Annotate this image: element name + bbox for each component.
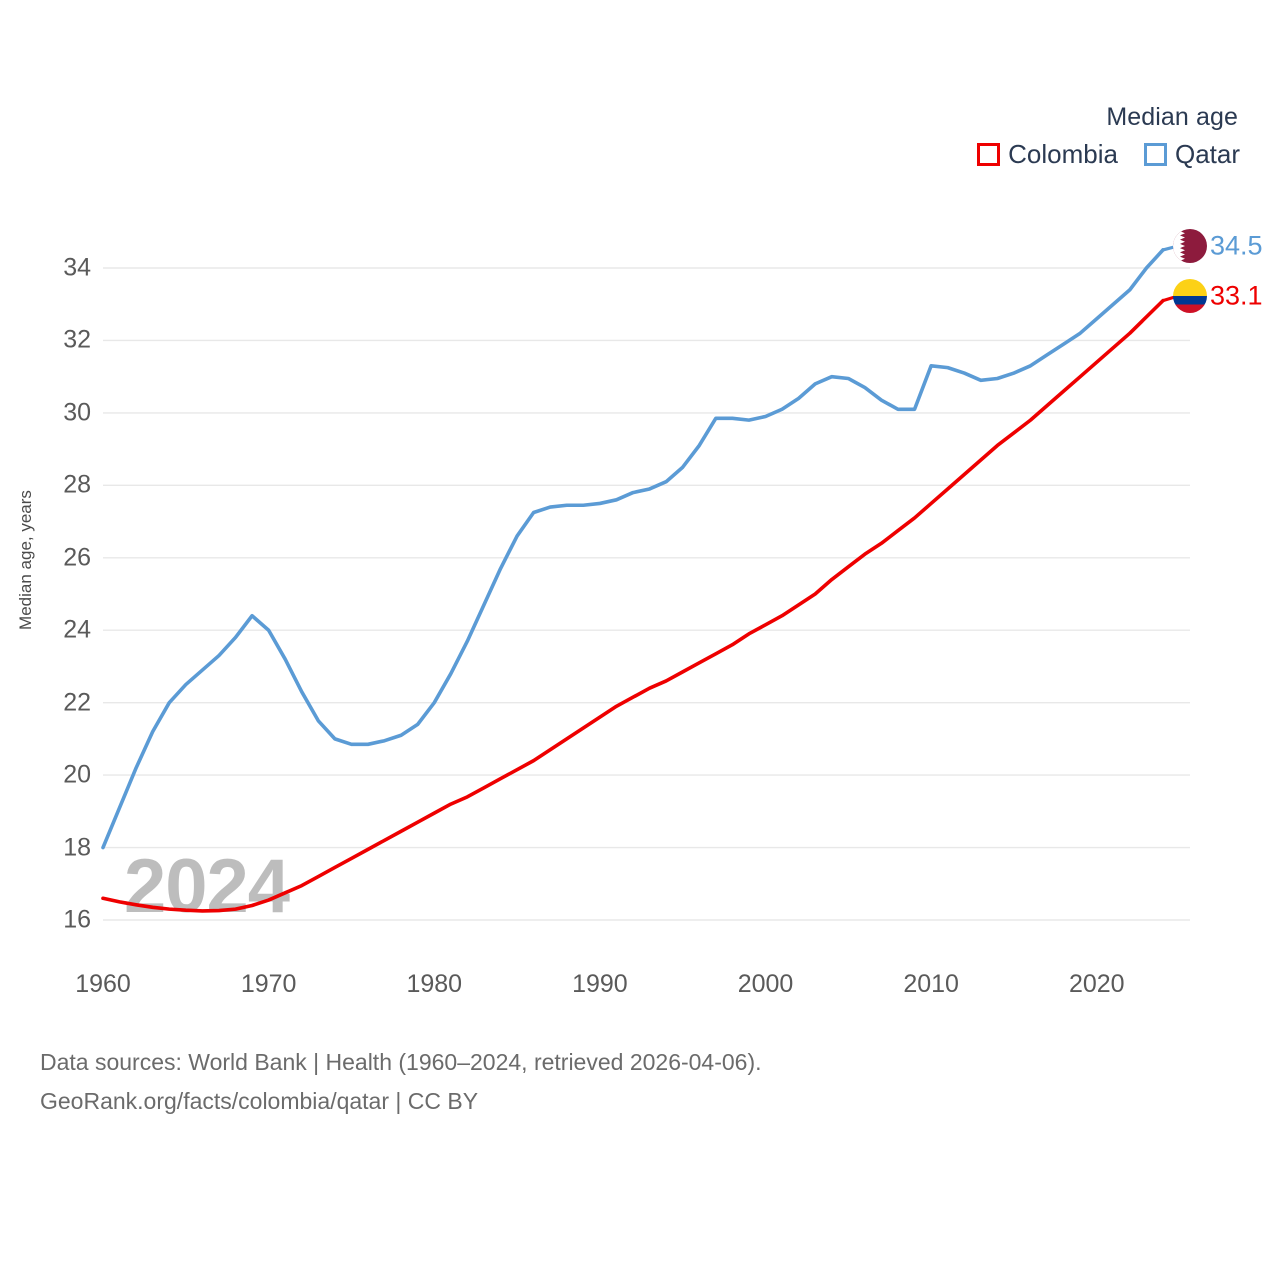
flag-colombia-icon xyxy=(1173,279,1207,313)
series-lines xyxy=(101,248,1165,913)
legend-entry-colombia[interactable]: Colombia xyxy=(977,141,1118,167)
legend-label-colombia: Colombia xyxy=(1008,139,1118,169)
x-tick-label: 1990 xyxy=(572,970,628,998)
y-tick-label: 18 xyxy=(63,833,91,862)
gridlines xyxy=(103,267,1190,921)
x-tick-label: 2010 xyxy=(903,970,959,998)
footer: Data sources: World Bank | Health (1960–… xyxy=(40,1043,762,1121)
y-tick-label: 34 xyxy=(63,253,91,282)
x-tick-label: 2020 xyxy=(1068,970,1125,998)
legend-swatch-colombia xyxy=(977,142,1001,166)
y-tick-label: 28 xyxy=(63,470,91,499)
legend-title: Median age xyxy=(1106,103,1238,131)
end-label-qatar-value: 34.5 xyxy=(1210,230,1263,261)
y-tick-label: 16 xyxy=(63,905,91,934)
x-tick-label: 1980 xyxy=(406,970,463,998)
legend: Colombia Qatar xyxy=(977,141,1240,167)
y-tick-label: 24 xyxy=(63,615,91,644)
y-tick-label: 26 xyxy=(63,543,91,572)
legend-swatch-qatar xyxy=(1143,142,1167,166)
x-tick-label: 1970 xyxy=(240,970,297,998)
flag-qatar-icon xyxy=(1173,229,1207,263)
end-label-qatar: 34.5 xyxy=(1210,230,1263,261)
series-line-colombia xyxy=(101,298,1165,913)
legend-label-qatar: Qatar xyxy=(1174,139,1240,169)
series-line-qatar xyxy=(101,248,1165,850)
footer-line-1: Data sources: World Bank | Health (1960–… xyxy=(40,1049,762,1075)
legend-entry-qatar[interactable]: Qatar xyxy=(1143,139,1240,169)
end-label-colombia-value: 33.1 xyxy=(1210,280,1263,311)
x-tick-label: 1960 xyxy=(75,970,131,998)
y-tick-label: 20 xyxy=(63,760,91,789)
y-tick-label: 30 xyxy=(63,398,91,427)
end-label-colombia: 33.1 xyxy=(1210,280,1263,311)
footer-line-2[interactable]: GeoRank.org/facts/colombia/qatar | CC BY xyxy=(40,1088,479,1114)
y-tick-label: 22 xyxy=(63,688,91,717)
x-tick-label: 2000 xyxy=(737,970,794,998)
y-tick-label: 32 xyxy=(63,325,91,354)
